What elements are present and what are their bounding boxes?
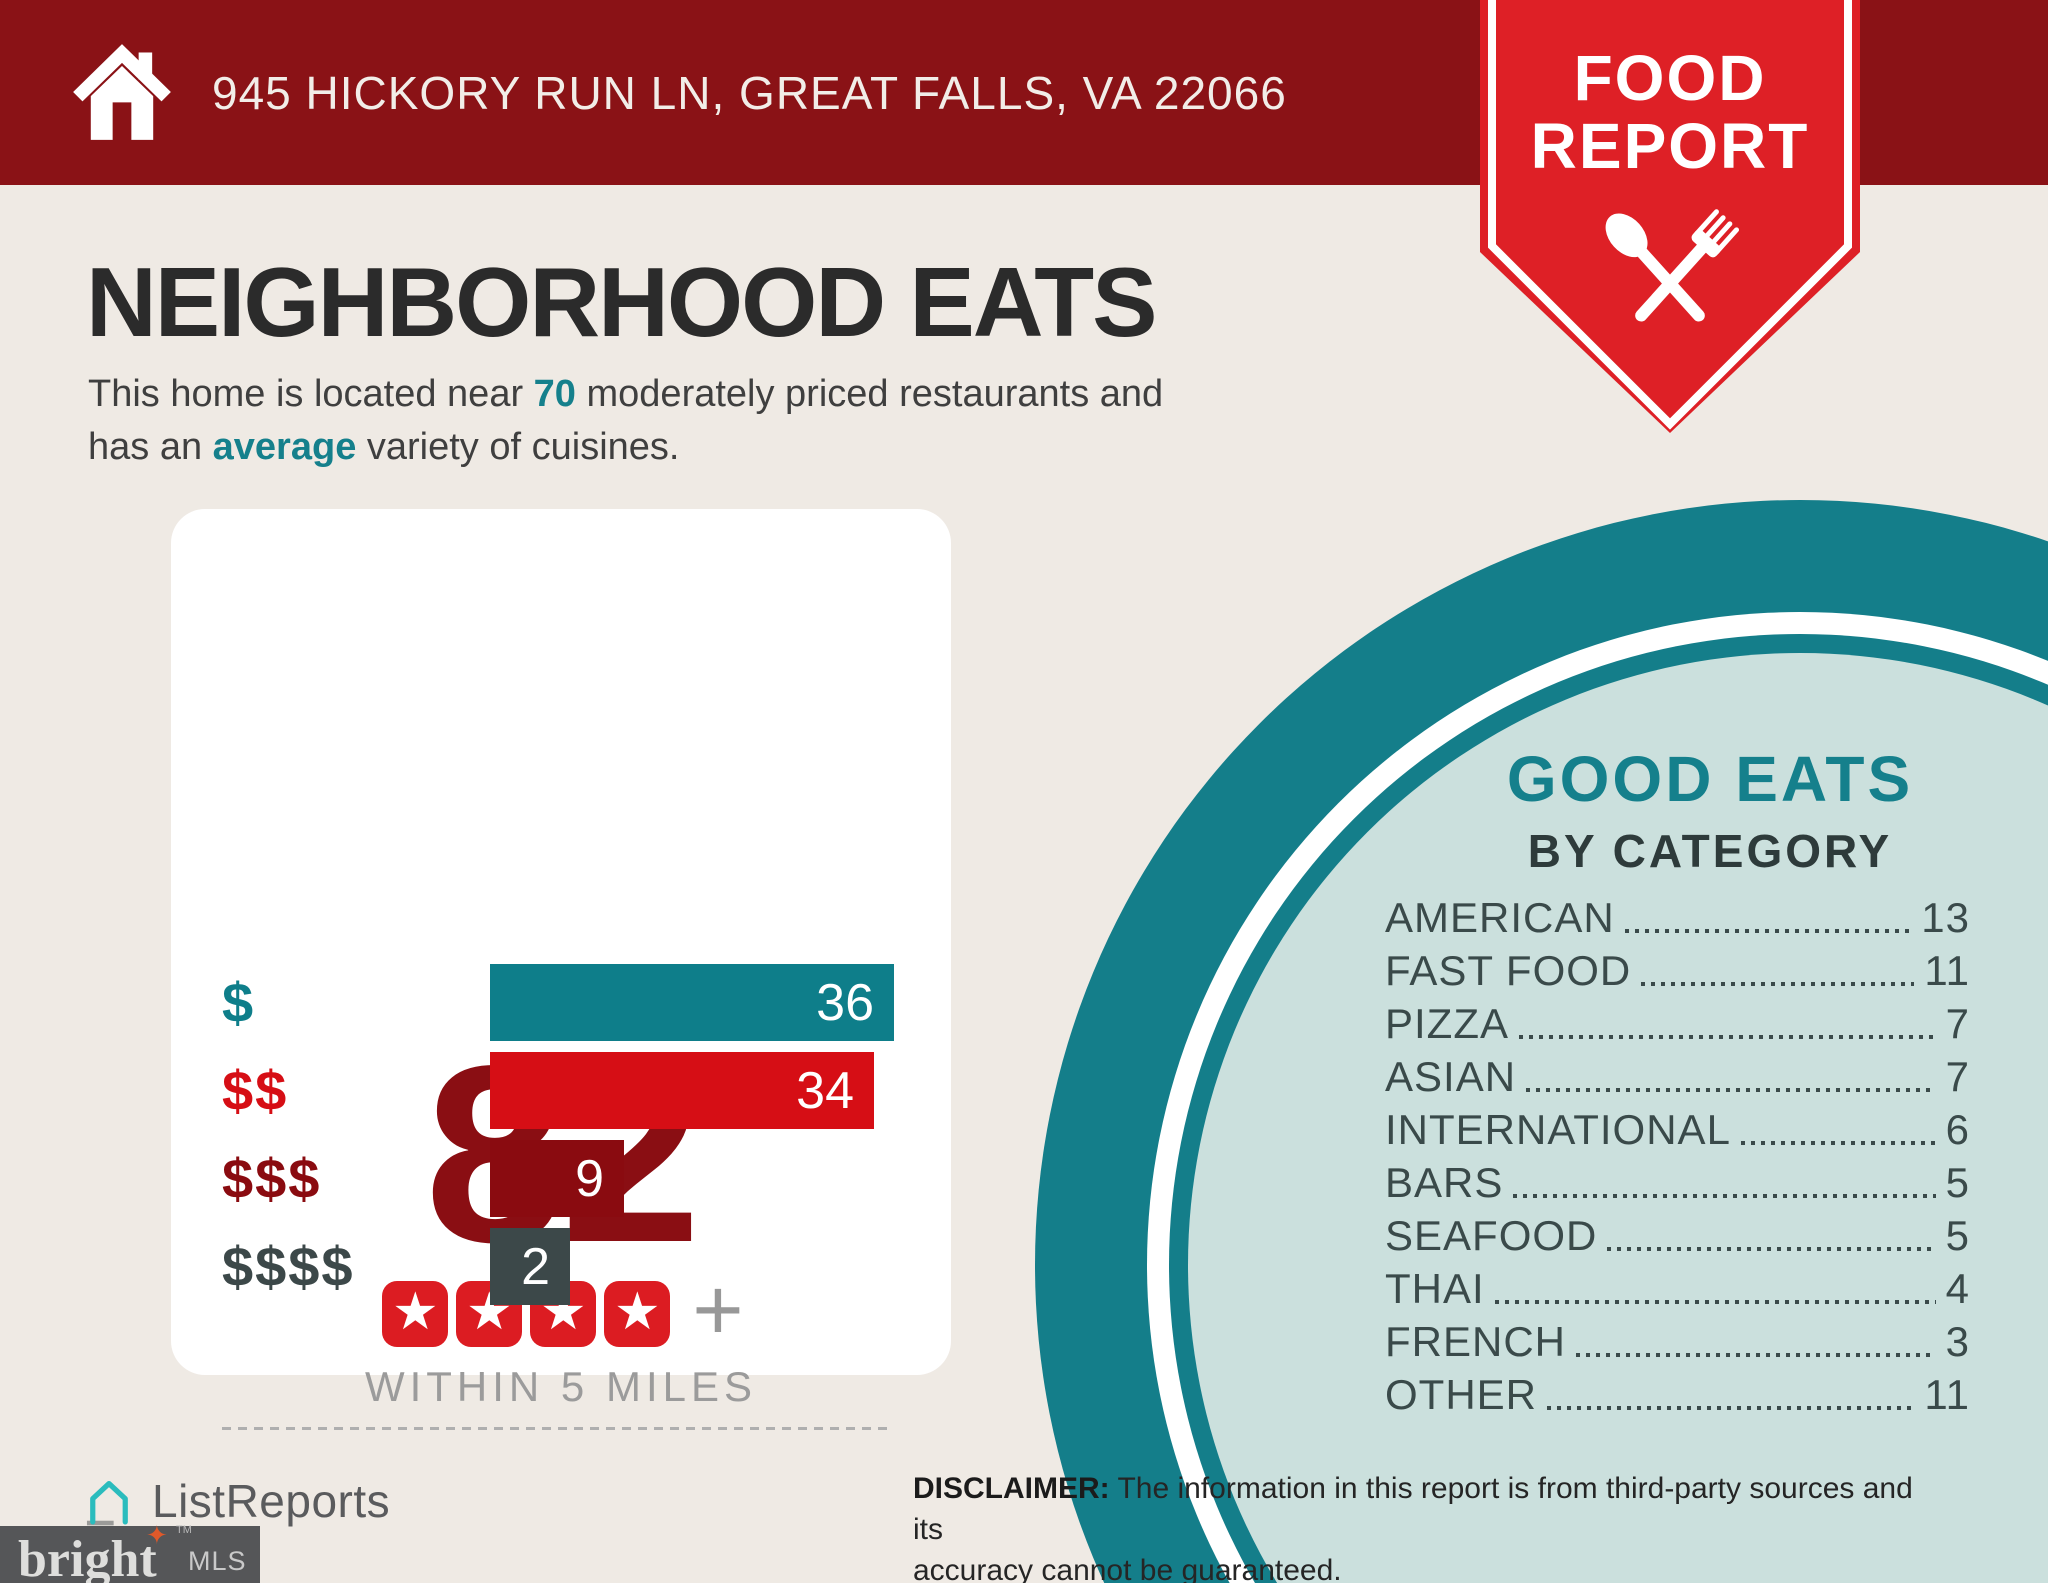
category-label: FRENCH (1385, 1318, 1566, 1365)
category-row: PIZZA 7 (1385, 1000, 1970, 1053)
category-value: 6 (1945, 1106, 1970, 1153)
intro-subtitle: This home is located near 70 moderately … (88, 368, 1163, 474)
dotted-leader (1740, 1141, 1936, 1145)
category-row: FAST FOOD 11 (1385, 947, 1970, 1000)
price-bar-value: 34 (796, 1061, 854, 1120)
dotted-leader (1526, 1088, 1936, 1092)
listreports-logo: ListReports (80, 1472, 390, 1530)
price-bar-row: $$ 34 (222, 1052, 922, 1129)
plus-icon: + (692, 1260, 744, 1359)
listreports-house-icon (86, 1480, 128, 1526)
variety-rating: average (212, 426, 357, 468)
category-row: AMERICAN 13 (1385, 894, 1970, 947)
badge-title-line2: REPORT (1530, 110, 1810, 182)
category-label: THAI (1385, 1265, 1485, 1312)
category-value: 11 (1924, 947, 1970, 994)
category-row: THAI 4 (1385, 1265, 1970, 1318)
category-row: ASIAN 7 (1385, 1053, 1970, 1106)
dashed-divider (222, 1427, 890, 1430)
price-tier-label: $$ (222, 1059, 289, 1122)
restaurant-count: 70 (533, 373, 576, 415)
good-eats-subtitle: BY CATEGORY (1527, 825, 1893, 877)
bright-star-icon: ✦ (146, 1520, 168, 1550)
category-label: PIZZA (1385, 1000, 1510, 1047)
category-label: FAST FOOD (1385, 947, 1632, 994)
dotted-leader (1519, 1035, 1936, 1039)
dotted-leader (1607, 1247, 1936, 1251)
category-label: INTERNATIONAL (1385, 1106, 1731, 1153)
subtitle-line1: This home is located near 70 moderately … (88, 373, 1164, 415)
food-report-badge: FOOD REPORT (1480, 0, 1860, 435)
rating-star-icon: ★ (382, 1281, 449, 1347)
price-bar: 2 (490, 1228, 570, 1305)
dotted-leader (1624, 929, 1912, 933)
category-label: BARS (1385, 1159, 1504, 1206)
listreports-wordmark: ListReports (152, 1475, 391, 1527)
price-bar: 9 (490, 1140, 624, 1217)
category-label: ASIAN (1385, 1053, 1517, 1100)
category-value: 3 (1945, 1318, 1970, 1365)
price-tier-bar-chart: $36 $$ 34 $$$ 9 $$$$ 2 (222, 964, 922, 1316)
dotted-leader (1513, 1194, 1936, 1198)
good-eats-title: GOOD EATS (1506, 743, 1914, 815)
property-address: 945 HICKORY RUN LN, GREAT FALLS, VA 2206… (212, 66, 1287, 119)
price-tier-label: $ (222, 971, 256, 1034)
bright-wordmark: bright (18, 1531, 157, 1583)
dotted-leader (1494, 1300, 1936, 1304)
category-label: OTHER (1385, 1371, 1537, 1418)
category-value: 7 (1945, 1000, 1970, 1047)
badge-ribbon-shape (1480, 0, 1860, 433)
badge-title-line1: FOOD (1573, 42, 1767, 114)
bright-mls-logo: bright ✦ TM MLS (0, 1520, 260, 1583)
category-value: 11 (1924, 1371, 1970, 1418)
category-label: SEAFOOD (1385, 1212, 1598, 1259)
category-row: BARS 5 (1385, 1159, 1970, 1212)
dotted-leader (1576, 1353, 1936, 1357)
price-bar: 36 (490, 964, 894, 1041)
good-eats-category-list: AMERICAN 13 FAST FOOD 11 PIZZA 7 ASIAN 7 INTERNA… (1385, 894, 1970, 1424)
category-value: 13 (1921, 894, 1970, 941)
spoon-fork-icon (1605, 209, 1740, 322)
category-label: AMERICAN (1385, 894, 1615, 941)
category-row: OTHER 11 (1385, 1371, 1970, 1424)
radius-caption: WITHIN 5 MILES (364, 1363, 758, 1410)
price-bar: 34 (490, 1052, 874, 1129)
price-bar-value: 2 (521, 1237, 550, 1296)
price-bar-row: $36 (222, 964, 922, 1041)
category-value: 7 (1945, 1053, 1970, 1100)
category-value: 5 (1945, 1159, 1970, 1206)
category-value: 4 (1945, 1265, 1970, 1312)
score-card: 82 ★★★★+ WITHIN 5 MILES $36$$34$$$9$$$$2 (171, 509, 951, 1430)
price-tier-label: $$$$ (222, 1235, 355, 1298)
category-value: 5 (1945, 1212, 1970, 1259)
disclaimer-label: DISCLAIMER: (913, 1472, 1110, 1505)
star-rating: ★ ★ ★ ★ + (171, 1266, 951, 1354)
price-tier-label: $$$ (222, 1147, 322, 1210)
price-bar-row: $$$ 9 (222, 1140, 922, 1217)
category-row: INTERNATIONAL 6 (1385, 1106, 1970, 1159)
dotted-leader (1547, 1406, 1915, 1410)
category-row: FRENCH 3 (1385, 1318, 1970, 1371)
price-bar-value: 36 (816, 973, 874, 1032)
mls-wordmark: MLS (188, 1546, 247, 1576)
home-icon (73, 44, 171, 140)
rating-star-icon: ★ (604, 1281, 671, 1347)
subtitle-line2: has an average variety of cuisines. (88, 426, 680, 468)
price-bar-row: $$$$ 2 (222, 1228, 922, 1305)
price-bar-value: 9 (575, 1149, 604, 1208)
page-title: NEIGHBORHOOD EATS (86, 247, 1157, 357)
dotted-leader (1641, 982, 1915, 986)
category-row: SEAFOOD 5 (1385, 1212, 1970, 1265)
disclaimer-text: DISCLAIMER: The information in this repo… (913, 1472, 1913, 1583)
bright-trademark: TM (176, 1524, 192, 1536)
